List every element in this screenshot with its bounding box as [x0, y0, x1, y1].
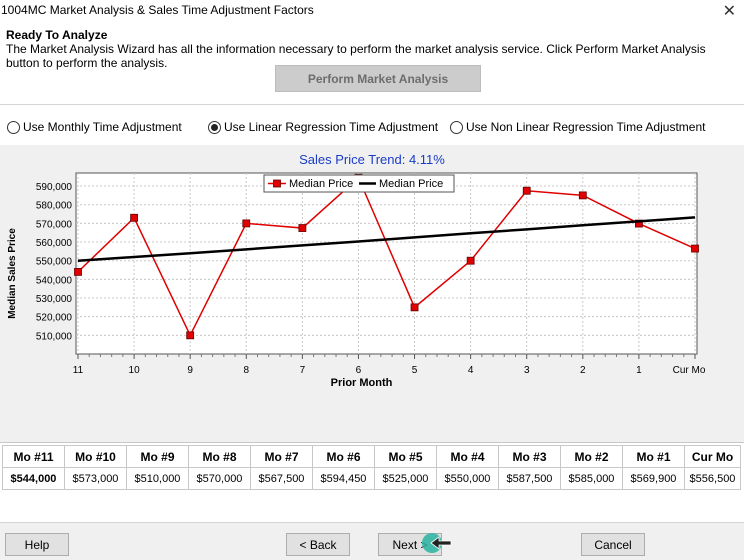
table-header-row: Mo #11 Mo #10 Mo #9 Mo #8 Mo #7 Mo #6 Mo #5 Mo …	[2, 445, 741, 468]
data-point	[410, 303, 419, 312]
sales-price-trend-chart: 510,000 520,000 530,000 540,000 550,000 560,0…	[7, 172, 706, 389]
y-tick-label: 560,000	[36, 238, 73, 249]
x-tick-label: 11	[73, 365, 84, 376]
y-tick-label: 530,000	[36, 294, 73, 305]
y-tick-label: 520,000	[36, 313, 73, 324]
table-cell: $525,000	[374, 467, 437, 490]
table-header-cell: Mo #11	[2, 445, 65, 468]
monthly-values-table: Mo #11 Mo #10 Mo #9 Mo #8 Mo #7 Mo #6 Mo #5 Mo …	[2, 445, 741, 490]
plot-area	[75, 172, 698, 355]
table-header-cell: Mo #5	[374, 445, 437, 468]
table-header-cell: Mo #3	[498, 445, 561, 468]
table-header-cell: Mo #9	[126, 445, 189, 468]
info-panel: Ready To Analyze The Market Analysis Wiz…	[0, 22, 744, 104]
radio-non-linear-regression-time-adjustment[interactable]: Use Non Linear Regression Time Adjustmen…	[450, 120, 705, 134]
series-line-median-price	[77, 176, 696, 338]
monthly-values-table-panel: Mo #11 Mo #10 Mo #9 Mo #8 Mo #7 Mo #6 Mo #5 Mo …	[0, 442, 744, 522]
radio-circle-selected[interactable]	[208, 120, 221, 134]
y-tick-label: 570,000	[36, 219, 73, 230]
table-cell: $556,500	[684, 467, 741, 490]
data-point	[242, 219, 251, 228]
x-tick-label: 5	[412, 365, 418, 376]
x-tick-label: Cur Mo	[673, 365, 706, 376]
series-line-regression	[77, 216, 696, 262]
legend-label: Median Price	[289, 178, 353, 190]
data-point	[130, 213, 138, 222]
table-header-cell: Mo #4	[436, 445, 499, 468]
table-cell: $585,000	[560, 467, 623, 490]
table-row: $544,000 $573,000 $510,000 $570,000 $567,500…	[2, 467, 741, 490]
radio-label: Use Linear Regression Time Adjustment	[224, 120, 439, 134]
radio-linear-regression-time-adjustment[interactable]: Use Linear Regression Time Adjustment	[208, 120, 438, 134]
legend-label: Median Price	[379, 178, 443, 190]
data-point	[578, 191, 587, 200]
y-tick-label: 580,000	[36, 201, 73, 212]
mouse-pointer-icon	[430, 536, 452, 550]
y-tick-label: 550,000	[36, 257, 73, 268]
data-point	[691, 244, 699, 253]
data-point	[635, 219, 643, 228]
table-cell: $550,000	[436, 467, 499, 490]
table-cell: $570,000	[188, 467, 251, 490]
x-tick-label: 2	[580, 365, 586, 376]
help-button[interactable]: Help	[5, 533, 69, 556]
table-header-cell: Mo #2	[560, 445, 623, 468]
x-tick-label: 9	[187, 365, 193, 376]
x-tick-label: 6	[356, 365, 362, 376]
divider	[0, 104, 744, 105]
table-cell: $544,000	[2, 467, 65, 490]
x-tick-label: 7	[300, 365, 306, 376]
time-adjustment-options: Use Monthly Time Adjustment Use Linear R…	[0, 105, 744, 145]
radio-label: Use Monthly Time Adjustment	[23, 120, 182, 134]
radio-monthly-time-adjustment[interactable]: Use Monthly Time Adjustment	[7, 120, 182, 134]
data-point	[74, 267, 82, 276]
data-point	[466, 256, 475, 265]
y-tick-label: 540,000	[36, 275, 73, 286]
table-cell: $594,450	[312, 467, 375, 490]
close-icon[interactable]: ✕	[722, 3, 736, 20]
x-tick-label: 1	[636, 365, 642, 376]
x-axis-label: Prior Month	[331, 377, 393, 389]
data-point	[522, 186, 531, 195]
table-header-cell: Mo #8	[188, 445, 251, 468]
table-header-cell: Mo #1	[622, 445, 685, 468]
table-header-cell: Mo #7	[250, 445, 313, 468]
data-point	[298, 224, 307, 232]
back-button[interactable]: < Back	[286, 533, 350, 556]
table-cell: $573,000	[64, 467, 127, 490]
legend-swatch-marker	[273, 179, 281, 188]
table-header-cell: Mo #10	[64, 445, 127, 468]
radio-circle[interactable]	[7, 120, 20, 134]
footer-bar: Help < Back Next > Cancel	[0, 522, 744, 560]
cancel-button[interactable]: Cancel	[581, 533, 645, 556]
radio-circle[interactable]	[450, 120, 463, 134]
title-bar: 1004MC Market Analysis & Sales Time Adju…	[0, 0, 744, 22]
chart-title: Sales Price Trend: 4.11%	[299, 152, 445, 167]
info-description: The Market Analysis Wizard has all the i…	[6, 42, 706, 70]
table-cell: $510,000	[126, 467, 189, 490]
window-title: 1004MC Market Analysis & Sales Time Adju…	[1, 3, 314, 17]
perform-market-analysis-button[interactable]: Perform Market Analysis	[275, 65, 481, 92]
x-tick-label: 10	[129, 365, 141, 376]
x-tick-label: 4	[468, 365, 474, 376]
radio-label: Use Non Linear Regression Time Adjustmen…	[466, 120, 706, 134]
table-header-cell: Mo #6	[312, 445, 375, 468]
x-tick-label: 8	[243, 365, 249, 376]
table-cell: $567,500	[250, 467, 313, 490]
y-tick-label: 510,000	[36, 331, 73, 342]
chart-panel: Sales Price Trend: 4.11% 510,000 520,000 5…	[0, 145, 744, 438]
info-heading: Ready To Analyze	[6, 28, 108, 42]
table-cell: $569,900	[622, 467, 685, 490]
x-tick-label: 3	[524, 365, 530, 376]
table-header-cell: Cur Mo	[684, 445, 741, 468]
y-axis-label: Median Sales Price	[7, 228, 18, 319]
data-point	[186, 331, 195, 340]
table-cell: $587,500	[498, 467, 561, 490]
y-tick-label: 590,000	[36, 182, 73, 193]
